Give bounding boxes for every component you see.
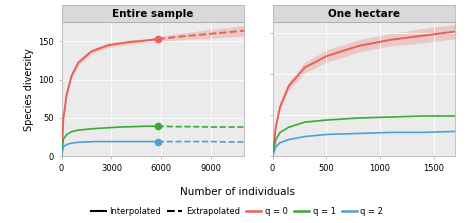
Y-axis label: Species diversity: Species diversity bbox=[24, 48, 34, 131]
Text: Number of individuals: Number of individuals bbox=[180, 187, 294, 197]
Legend: Interpolated, Extrapolated, q = 0, q = 1, q = 2: Interpolated, Extrapolated, q = 0, q = 1… bbox=[87, 203, 387, 219]
